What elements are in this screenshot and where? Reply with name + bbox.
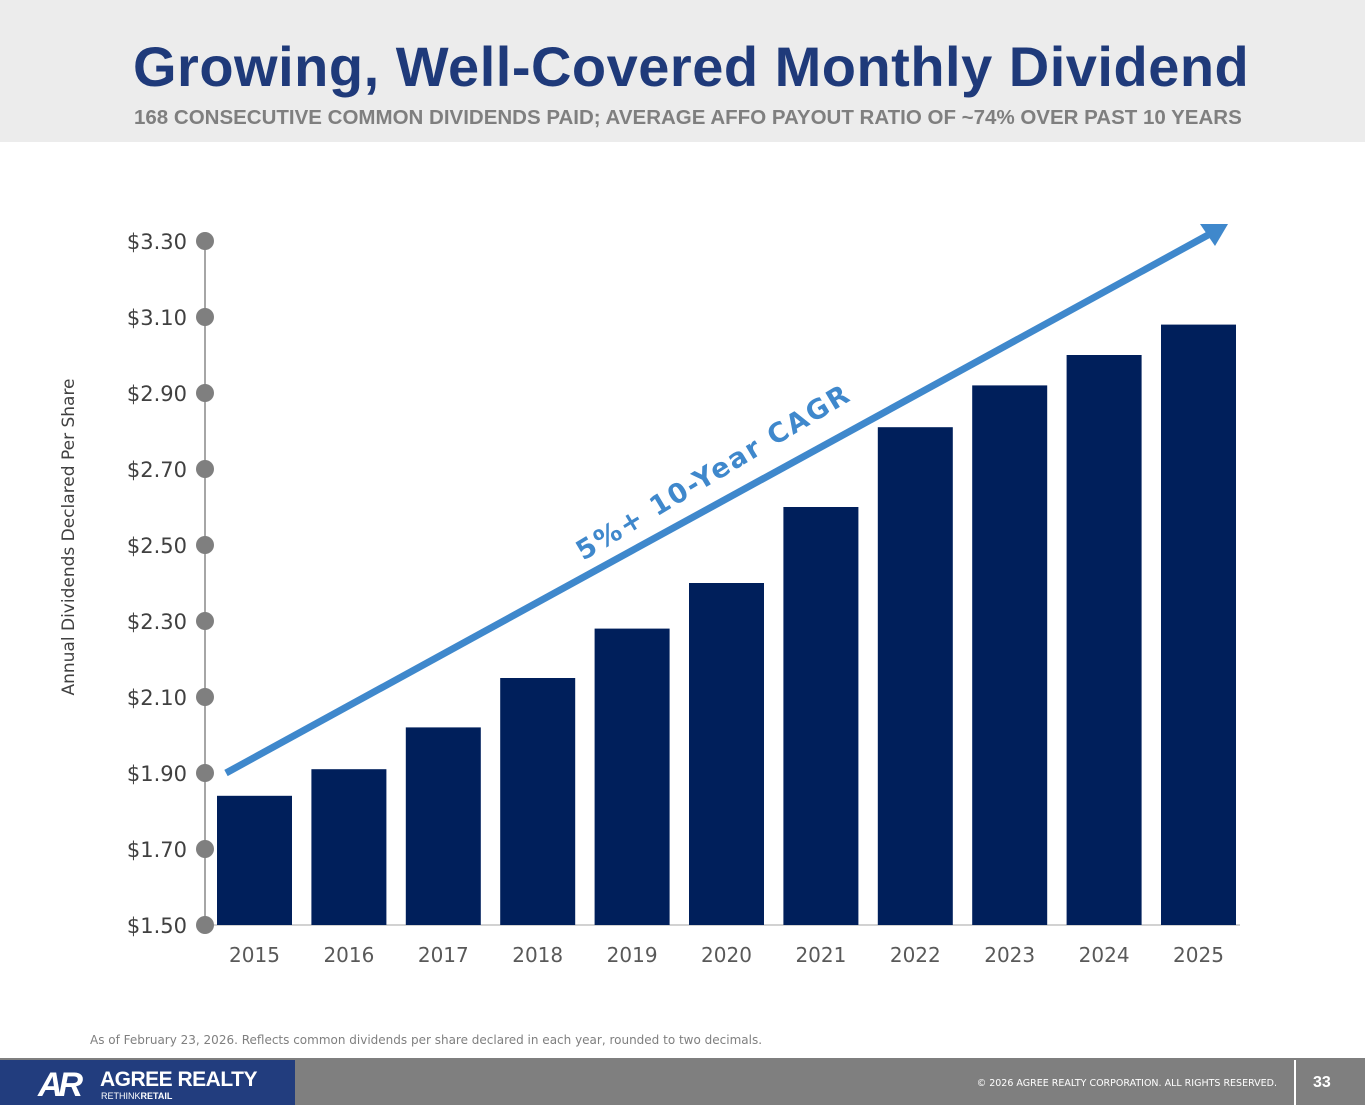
- y-tick-label: $2.50: [127, 534, 187, 558]
- bar-2018: [500, 678, 576, 925]
- x-tick-label: 2018: [512, 943, 563, 967]
- y-tick-dot: [196, 612, 214, 630]
- logo-tag-rethink: RETHINK: [101, 1091, 141, 1101]
- y-tick-dot: [196, 460, 214, 478]
- logo-tag-retail: RETAIL: [140, 1091, 173, 1101]
- logo-tagline: RETHINKRETAIL: [101, 1091, 172, 1101]
- footnote: As of February 23, 2026. Reflects common…: [90, 1033, 763, 1047]
- copyright: © 2026 AGREE REALTY CORPORATION. ALL RIG…: [976, 1078, 1277, 1089]
- y-tick-label: $1.50: [127, 914, 187, 938]
- y-tick-label: $2.10: [127, 686, 187, 710]
- footer-divider: [1294, 1060, 1296, 1105]
- page-title: Growing, Well-Covered Monthly Dividend: [133, 35, 1250, 98]
- x-tick-label: 2016: [323, 943, 374, 967]
- trend-arrow-head: [1200, 224, 1228, 246]
- x-tick-label: 2019: [607, 943, 658, 967]
- y-tick-dot: [196, 536, 214, 554]
- y-tick-label: $3.10: [127, 306, 187, 330]
- x-tick-label: 2021: [795, 943, 846, 967]
- y-tick-label: $2.30: [127, 610, 187, 634]
- page-number: 33: [1313, 1074, 1331, 1091]
- x-tick-label: 2015: [229, 943, 280, 967]
- bar-2016: [311, 769, 387, 925]
- x-tick-label: 2022: [890, 943, 941, 967]
- bar-2024: [1066, 355, 1142, 925]
- y-tick-dot: [196, 688, 214, 706]
- x-tick-label: 2017: [418, 943, 469, 967]
- bar-2020: [689, 583, 764, 925]
- y-tick-dot: [196, 764, 214, 782]
- y-tick-dot: [196, 840, 214, 858]
- y-tick-label: $2.90: [127, 382, 187, 406]
- x-tick-label: 2020: [701, 943, 752, 967]
- header-band: [0, 0, 1365, 142]
- y-tick-label: $2.70: [127, 458, 187, 482]
- bar-2019: [594, 628, 670, 925]
- y-tick-dot: [196, 916, 214, 934]
- x-tick-label: 2023: [984, 943, 1035, 967]
- x-tick-label: 2024: [1079, 943, 1130, 967]
- y-tick-label: $1.70: [127, 838, 187, 862]
- x-tick-label: 2025: [1173, 943, 1224, 967]
- bar-2025: [1161, 324, 1236, 926]
- company-logo: AR AGREE REALTY RETHINKRETAIL: [0, 1060, 295, 1105]
- page-subtitle: 168 CONSECUTIVE COMMON DIVIDENDS PAID; A…: [134, 106, 1242, 129]
- y-axis-label: Annual Dividends Declared Per Share: [59, 378, 79, 695]
- bar-2022: [877, 427, 953, 925]
- bar-2023: [972, 385, 1048, 925]
- logo-name: AGREE REALTY: [100, 1068, 257, 1091]
- y-tick-dot: [196, 232, 214, 250]
- trend-arrow-line: [224, 231, 1210, 777]
- bar-2015: [217, 795, 292, 925]
- y-tick-label: $1.90: [127, 762, 187, 786]
- bar-2021: [783, 507, 859, 925]
- y-tick-label: $3.30: [127, 230, 187, 254]
- bar-2017: [405, 727, 481, 925]
- y-tick-dot: [196, 308, 214, 326]
- logo-mark: AR: [38, 1066, 83, 1104]
- y-tick-dot: [196, 384, 214, 402]
